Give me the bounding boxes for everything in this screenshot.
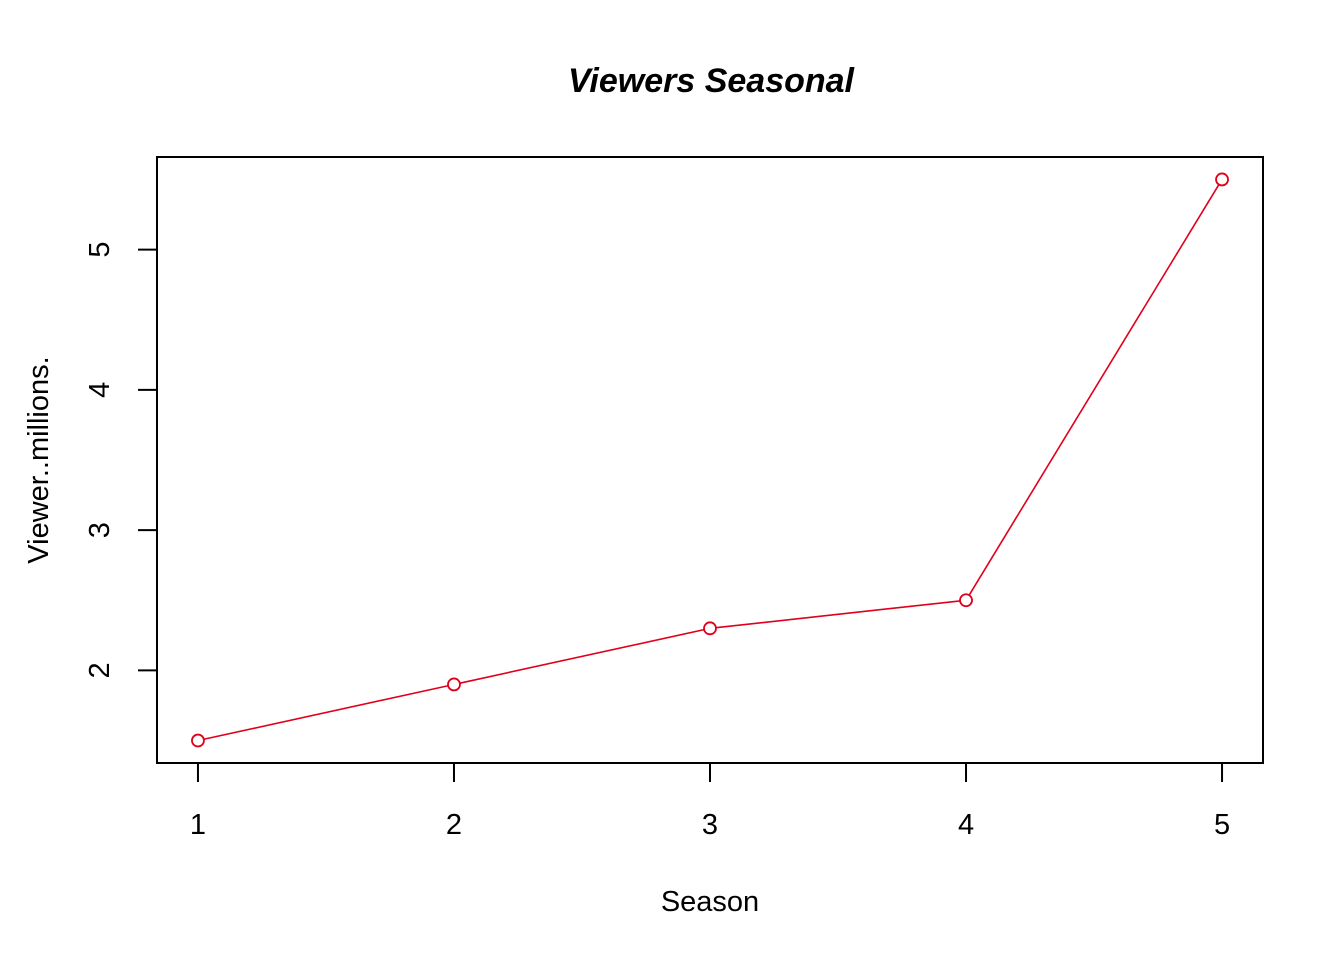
x-axis-label: Season: [661, 886, 759, 918]
y-tick-label: 4: [84, 382, 116, 398]
y-tick-label: 5: [84, 242, 116, 258]
y-tick-label: 2: [84, 662, 116, 678]
chart-title: Viewers Seasonal: [568, 62, 856, 100]
data-point: [959, 593, 973, 608]
x-tick-label: 5: [1214, 809, 1230, 841]
series-layer: [191, 172, 1229, 748]
data-point: [1215, 172, 1229, 187]
x-tick-label: 1: [190, 809, 206, 841]
plot-frame: [156, 156, 1264, 764]
series-line-segment: [203, 684, 449, 741]
y-axis: 2 3 4 5: [84, 242, 158, 678]
data-point: [703, 621, 717, 636]
data-point: [191, 733, 205, 748]
y-tick-label: 3: [84, 522, 116, 538]
y-axis-label: Viewer..millions.: [23, 356, 55, 563]
x-axis: 1 2 3 4 5: [190, 762, 1230, 841]
x-tick-label: 3: [702, 809, 718, 841]
data-point: [447, 677, 461, 692]
x-tick-label: 2: [446, 809, 462, 841]
series-line-segment: [715, 600, 961, 629]
x-tick-label: 4: [958, 809, 974, 841]
series-line-segment: [968, 184, 1220, 596]
series-line-segment: [459, 628, 705, 684]
